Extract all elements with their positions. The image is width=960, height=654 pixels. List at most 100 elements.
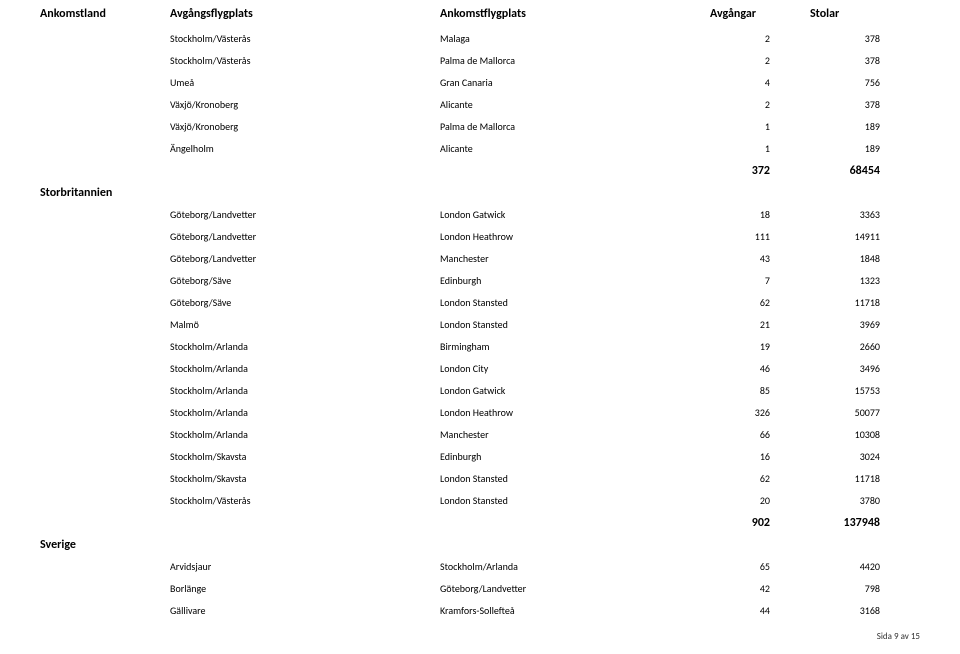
arrival-airport-cell: Manchester [440,424,710,446]
empty-cell [40,248,170,270]
col-header-departure-airport: Avgångsflygplats [170,0,440,28]
table-row: Stockholm/ArlandaLondon Heathrow32650077 [40,402,920,424]
empty-cell [810,534,920,556]
seats-cell: 2660 [810,336,920,358]
empty-cell [40,336,170,358]
departures-cell: 2 [710,94,810,116]
empty-cell [40,402,170,424]
departure-airport-cell: Göteborg/Landvetter [170,204,440,226]
table-row: ArvidsjaurStockholm/Arlanda654420 [40,556,920,578]
empty-cell [40,446,170,468]
empty-cell [170,160,440,182]
departures-cell: 1 [710,138,810,160]
departures-cell: 18 [710,204,810,226]
empty-cell [40,468,170,490]
departures-cell: 20 [710,490,810,512]
departure-airport-cell: Stockholm/Skavsta [170,468,440,490]
departure-airport-cell: Göteborg/Säve [170,292,440,314]
empty-cell [40,204,170,226]
arrival-airport-cell: Palma de Mallorca [440,50,710,72]
departure-airport-cell: Stockholm/Västerås [170,28,440,50]
departure-airport-cell: Umeå [170,72,440,94]
table-row: Stockholm/SkavstaEdinburgh163024 [40,446,920,468]
arrival-airport-cell: Gran Canaria [440,72,710,94]
departures-cell: 44 [710,600,810,622]
empty-cell [40,600,170,622]
subtotal-seats: 68454 [810,160,920,182]
seats-cell: 1848 [810,248,920,270]
arrival-airport-cell: London Gatwick [440,204,710,226]
departures-cell: 21 [710,314,810,336]
departure-airport-cell: Stockholm/Arlanda [170,336,440,358]
departure-airport-cell: Göteborg/Säve [170,270,440,292]
arrival-airport-cell: Alicante [440,138,710,160]
departures-cell: 326 [710,402,810,424]
seats-cell: 50077 [810,402,920,424]
table-row: Stockholm/VästeråsPalma de Mallorca2378 [40,50,920,72]
arrival-airport-cell: London Stansted [440,314,710,336]
departure-airport-cell: Stockholm/Arlanda [170,380,440,402]
col-header-arrival-airport: Ankomstflygplats [440,0,710,28]
table-row: Stockholm/SkavstaLondon Stansted6211718 [40,468,920,490]
departure-airport-cell: Stockholm/Västerås [170,50,440,72]
table-header-row: Ankomstland Avgångsflygplats Ankomstflyg… [40,0,920,28]
seats-cell: 3496 [810,358,920,380]
empty-cell [40,424,170,446]
departure-airport-cell: Arvidsjaur [170,556,440,578]
table-row: 37268454 [40,160,920,182]
empty-cell [440,512,710,534]
empty-cell [40,28,170,50]
table-row: Stockholm/VästeråsMalaga2378 [40,28,920,50]
arrival-airport-cell: London Stansted [440,490,710,512]
arrival-airport-cell: Alicante [440,94,710,116]
seats-cell: 10308 [810,424,920,446]
arrival-airport-cell: London Stansted [440,468,710,490]
empty-cell [170,182,440,204]
empty-cell [440,534,710,556]
empty-cell [40,380,170,402]
departures-cell: 2 [710,28,810,50]
empty-cell [40,512,170,534]
seats-cell: 378 [810,50,920,72]
departures-cell: 43 [710,248,810,270]
empty-cell [710,534,810,556]
arrival-airport-cell: Kramfors-Sollefteå [440,600,710,622]
table-row: GällivareKramfors-Sollefteå443168 [40,600,920,622]
departure-airport-cell: Stockholm/Arlanda [170,424,440,446]
seats-cell: 756 [810,72,920,94]
page: Ankomstland Avgångsflygplats Ankomstflyg… [0,0,960,654]
empty-cell [40,578,170,600]
table-row: ÄngelholmAlicante1189 [40,138,920,160]
table-row: Göteborg/SäveEdinburgh71323 [40,270,920,292]
departures-cell: 62 [710,292,810,314]
seats-cell: 798 [810,578,920,600]
departures-cell: 42 [710,578,810,600]
arrival-airport-cell: Göteborg/Landvetter [440,578,710,600]
departure-airport-cell: Göteborg/Landvetter [170,226,440,248]
empty-cell [40,556,170,578]
empty-cell [40,292,170,314]
empty-cell [40,226,170,248]
table-row: Stockholm/VästeråsLondon Stansted203780 [40,490,920,512]
country-cell: Storbritannien [40,182,170,204]
empty-cell [40,72,170,94]
seats-cell: 11718 [810,292,920,314]
arrival-airport-cell: London Gatwick [440,380,710,402]
arrival-airport-cell: London Heathrow [440,226,710,248]
seats-cell: 3024 [810,446,920,468]
departure-airport-cell: Stockholm/Arlanda [170,358,440,380]
departure-airport-cell: Växjö/Kronoberg [170,116,440,138]
table-row: MalmöLondon Stansted213969 [40,314,920,336]
empty-cell [440,182,710,204]
table-row: BorlängeGöteborg/Landvetter42798 [40,578,920,600]
arrival-airport-cell: London Stansted [440,292,710,314]
departures-cell: 2 [710,50,810,72]
departures-cell: 85 [710,380,810,402]
table-row: UmeåGran Canaria4756 [40,72,920,94]
table-body: Stockholm/VästeråsMalaga2378Stockholm/Vä… [40,28,920,622]
arrival-airport-cell: Birmingham [440,336,710,358]
departure-airport-cell: Gällivare [170,600,440,622]
table-row: Storbritannien [40,182,920,204]
table-row: Stockholm/ArlandaLondon Gatwick8515753 [40,380,920,402]
departure-airport-cell: Borlänge [170,578,440,600]
